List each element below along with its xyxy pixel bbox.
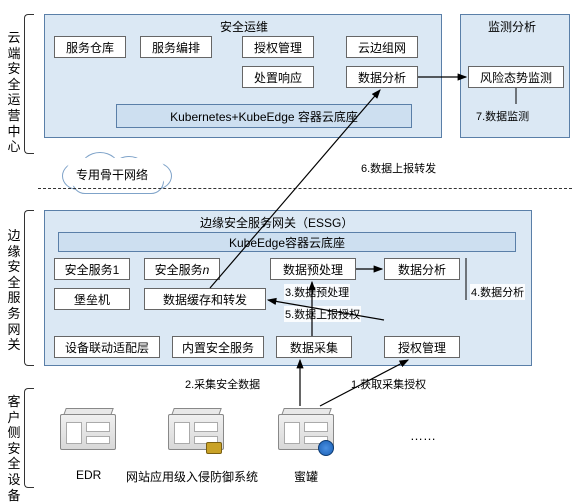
server-edr (60, 408, 116, 456)
label-s2: 2.采集安全数据 (184, 376, 261, 392)
box-auth-mid-label: 授权管理 (398, 339, 446, 356)
server-honeypot (278, 408, 334, 456)
box-risk-monitor-label: 风险态势监测 (480, 69, 552, 86)
label-edr: EDR (76, 468, 101, 482)
label-s1: 1.获取采集授权 (350, 376, 427, 392)
box-cache-label: 数据缓存和转发 (163, 291, 247, 308)
box-service-repo-label: 服务仓库 (66, 39, 114, 56)
panel-ops-title: 安全运维 (220, 18, 268, 35)
box-cloud-edge-net: 云边组网 (346, 36, 418, 58)
cloud-label: 专用骨干网络 (76, 166, 148, 183)
box-device-adapter: 设备联动适配层 (54, 336, 160, 358)
box-cloud-edge-net-label: 云边组网 (358, 39, 406, 56)
bracket-edge (24, 210, 34, 366)
server-waf (168, 408, 224, 456)
box-adapter-label: 设备联动适配层 (65, 339, 149, 356)
box-bastion-label: 堡垒机 (74, 291, 110, 308)
box-handle-resp-label: 处置响应 (254, 69, 302, 86)
box-auth-mgmt-mid: 授权管理 (384, 336, 460, 358)
box-auth-mgmt-top-label: 授权管理 (254, 39, 302, 56)
cloud-group: 专用骨干网络 (56, 152, 184, 198)
step7-label: 7.数据监测 (476, 108, 529, 124)
label-s4: 4.数据分析 (470, 284, 525, 300)
box-k8s-bar-label: Kubernetes+KubeEdge 容器云底座 (170, 108, 358, 125)
label-s6: 6.数据上报转发 (360, 160, 437, 176)
box-data-analysis-top: 数据分析 (346, 66, 418, 88)
box-bastion: 堡垒机 (54, 288, 130, 310)
box-handle-resp: 处置响应 (242, 66, 314, 88)
box-data-cache-fwd: 数据缓存和转发 (144, 288, 266, 310)
box-data-analysis-top-label: 数据分析 (358, 69, 406, 86)
left-label-cloud-center: 云端安全运营中心 (6, 30, 22, 155)
globe-icon (318, 440, 334, 456)
bracket-cloud (24, 14, 34, 154)
box-sec-service-n: 安全服务n (144, 258, 220, 280)
left-label-client-text: 客户侧安全设备 (7, 394, 20, 503)
box-sec-service-1: 安全服务1 (54, 258, 130, 280)
box-builtin-sec: 内置安全服务 (172, 336, 264, 358)
box-data-collect: 数据采集 (276, 336, 352, 358)
box-kubeedge-bar-label: KubeEdge容器云底座 (229, 234, 345, 251)
film-icon (206, 442, 222, 454)
box-secn-label: 安全服务n (155, 261, 210, 278)
box-kubeedge-bar: KubeEdge容器云底座 (58, 232, 516, 252)
box-preproc-label: 数据预处理 (283, 261, 343, 278)
box-data-analysis-mid: 数据分析 (384, 258, 460, 280)
box-da-mid-label: 数据分析 (398, 261, 446, 278)
label-waf: 网站应用级入侵防御系统 (126, 468, 258, 485)
left-label-client-devices: 客户侧安全设备 (6, 394, 22, 503)
box-collect-label: 数据采集 (290, 339, 338, 356)
box-data-preproc: 数据预处理 (270, 258, 356, 280)
left-label-edge-gateway: 边缘安全服务网关 (6, 228, 22, 353)
more-devices: …… (410, 428, 436, 443)
label-s5: 5.数据上报授权 (284, 306, 361, 322)
label-s3: 3.数据预处理 (284, 284, 350, 300)
box-risk-monitor: 风险态势监测 (468, 66, 564, 88)
box-service-orch: 服务编排 (140, 36, 212, 58)
panel-essg-title: 边缘安全服务网关（ESSG） (200, 214, 353, 231)
box-service-orch-label: 服务编排 (152, 39, 200, 56)
panel-monitor-title: 监测分析 (488, 18, 536, 35)
box-k8s-bar: Kubernetes+KubeEdge 容器云底座 (116, 104, 412, 128)
bracket-client (24, 388, 34, 488)
left-label-edge-text: 边缘安全服务网关 (7, 228, 20, 352)
box-builtin-label: 内置安全服务 (182, 339, 254, 356)
box-service-repo: 服务仓库 (54, 36, 126, 58)
dashed-separator (38, 188, 572, 189)
label-honeypot: 蜜罐 (294, 468, 318, 485)
box-auth-mgmt-top: 授权管理 (242, 36, 314, 58)
box-sec1-label: 安全服务1 (65, 261, 120, 278)
left-label-cloud-center-text: 云端安全运营中心 (7, 30, 20, 154)
